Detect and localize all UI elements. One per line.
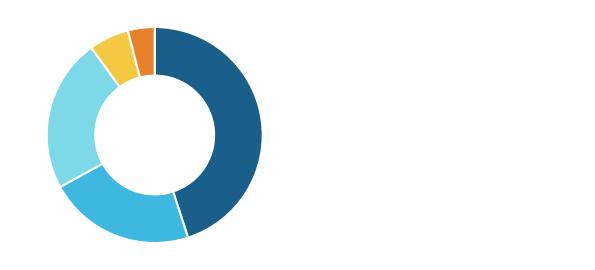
Legend: North America, Europe, Asia Pacific, South And Central America, Middle East & Af: North America, Europe, Asia Pacific, Sou… [319, 76, 508, 194]
Wedge shape [155, 27, 263, 238]
Wedge shape [46, 48, 120, 187]
Wedge shape [60, 164, 188, 243]
Wedge shape [91, 31, 140, 87]
Wedge shape [128, 27, 155, 77]
